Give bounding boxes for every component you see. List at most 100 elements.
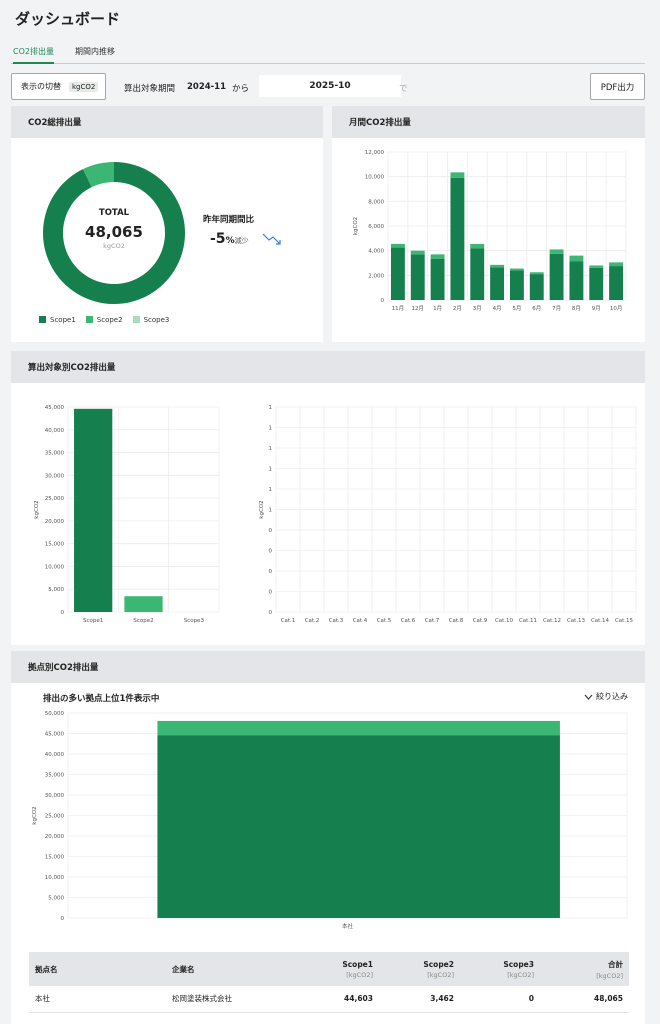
site-subtitle: 排出の多い拠点上位1件表示中	[43, 694, 160, 704]
bar-scope1	[569, 261, 584, 300]
category-bar-chart: 0 0 0 0 0 1 1 1 1 1 1 Cat.1 Cat.2 Cat.3 Cat.4 Cat.5 Cat.…	[259, 405, 637, 624]
cell-company: 松岡塗装株式会社	[166, 986, 296, 1013]
x-tick-label: Scope3	[184, 618, 205, 624]
y-tick-label: 0	[269, 549, 273, 555]
x-tick-label: 5月	[512, 305, 521, 312]
chevron-down-icon	[584, 694, 593, 700]
bar-scope1	[450, 177, 465, 300]
y-tick-label: 1	[269, 405, 273, 411]
y-tick-label: 8,000	[368, 199, 384, 205]
y-tick-label: 20,000	[45, 834, 65, 840]
y-tick-label: 10,000	[365, 175, 385, 181]
bar-scope2	[124, 596, 163, 612]
x-tick-label: 6月	[532, 305, 541, 312]
bar-scope1	[609, 266, 624, 300]
y-tick-label: 15,000	[45, 542, 65, 548]
period-end-field[interactable]: 2025-10	[259, 75, 401, 97]
x-tick-label: 2月	[453, 305, 462, 312]
col-scope1: Scope1 [kgCO2]	[296, 952, 379, 986]
cell-scope3: 0	[460, 986, 540, 1013]
bar-scope2	[157, 720, 560, 736]
x-tick-label: Cat.1	[281, 618, 296, 624]
tab-co2-emissions[interactable]: CO2排出量	[13, 46, 54, 64]
scope-card-title: 算出対象別CO2排出量	[11, 351, 645, 383]
x-tick-label: Scope1	[83, 618, 103, 624]
x-tick-label: 1月	[433, 305, 442, 312]
cell-scope1: 44,603	[296, 986, 379, 1013]
x-tick-label: 7月	[552, 305, 561, 312]
x-tick-label: Cat.15	[615, 618, 634, 624]
y-tick-label: 25,000	[45, 814, 65, 820]
period-label: 算出対象期間	[124, 84, 176, 94]
bar-scope2	[569, 255, 584, 262]
filter-button[interactable]: 絞り込み	[584, 691, 628, 702]
y-tick-label: 1	[269, 487, 273, 493]
x-tick-label: Cat.10	[495, 618, 514, 624]
total-value: 48,065	[85, 223, 143, 241]
y-tick-label: 25,000	[45, 496, 65, 502]
col-total: 合計 [kgCO2]	[540, 952, 629, 986]
yoy-suffix: 減少	[234, 237, 249, 245]
y-tick-label: 0	[61, 610, 65, 616]
y-tick-label: 12,000	[365, 150, 385, 156]
x-tick-label: Scope2	[133, 618, 153, 624]
site-bar-chart: 0 5,000 10,000 15,000 20,000 25,000 30,000 35,0…	[32, 711, 628, 930]
y-tick-label: 0	[269, 610, 273, 616]
total-card-title: CO2総排出量	[11, 106, 323, 138]
bar-scope1	[589, 267, 604, 300]
y-tick-label: 15,000	[45, 855, 65, 861]
yoy-value-row: -5%減少	[210, 228, 249, 247]
display-toggle-button[interactable]: 表示の切替 kgCO2	[11, 73, 106, 100]
total-donut-chart	[43, 162, 186, 304]
y-tick-label: 10,000	[45, 564, 65, 570]
y-tick-label: 10,000	[45, 875, 65, 881]
x-tick-label: Cat.11	[519, 618, 537, 624]
y-tick-label: 30,000	[45, 473, 65, 479]
bar-scope2	[450, 172, 465, 178]
bar-scope2	[430, 254, 445, 259]
x-tick-label: Cat.6	[401, 618, 416, 624]
site-card-title: 拠点別CO2排出量	[11, 651, 645, 683]
y-tick-label: 0	[269, 569, 273, 575]
y-axis-label: kgCO2	[353, 217, 359, 235]
monthly-emissions-card: 月間CO2排出量 0 2,000 4,000 6,000 8,000 10,000 12,0…	[332, 106, 645, 342]
x-tick-label: Cat.9	[473, 618, 488, 624]
y-tick-label: 0	[269, 528, 273, 534]
bar-scope1	[529, 274, 544, 300]
pdf-export-button[interactable]: PDF出力	[590, 73, 645, 100]
bar-scope1	[490, 267, 505, 300]
y-tick-label: 20,000	[45, 519, 65, 525]
table-row[interactable]: 本社 松岡塗装株式会社 44,603 3,462 0 48,065	[29, 986, 629, 1013]
bar-scope2	[509, 268, 524, 271]
x-tick-label: 12月	[412, 305, 425, 312]
bar-scope1	[157, 735, 560, 918]
bar-scope2	[589, 265, 604, 268]
site-table: 拠点名 企業名 Scope1 [kgCO2] Scope2 [kgCO2] Scop…	[29, 952, 629, 1013]
y-axis-label: kgCO2	[259, 500, 265, 518]
col-scope2: Scope2 [kgCO2]	[379, 952, 460, 986]
legend-scope2: Scope2	[85, 316, 123, 324]
tab-period-trend[interactable]: 期間内推移	[75, 47, 115, 56]
col-scope3: Scope3 [kgCO2]	[460, 952, 540, 986]
bar-scope1	[549, 253, 564, 300]
period-start[interactable]: 2024-11	[187, 82, 227, 92]
x-tick-label: 8月	[572, 305, 581, 312]
donut-legend: Scope1 Scope2 Scope3	[39, 316, 169, 324]
bar-scope1	[430, 258, 445, 300]
y-tick-label: 30,000	[45, 793, 65, 799]
y-tick-label: 0	[61, 916, 65, 922]
x-tick-label: Cat.5	[377, 618, 392, 624]
y-tick-label: 1	[269, 426, 273, 432]
display-toggle-label: 表示の切替	[21, 82, 61, 91]
bar-scope1	[470, 248, 485, 300]
y-tick-label: 35,000	[45, 451, 65, 457]
bar-scope2	[549, 249, 564, 254]
monthly-bar-chart: 0 2,000 4,000 6,000 8,000 10,000 12,000 11月 12月 1…	[353, 150, 627, 312]
col-site: 拠点名	[29, 952, 166, 986]
y-tick-label: 0	[269, 590, 273, 596]
yoy-label: 昨年同期間比	[203, 215, 255, 225]
monthly-card-title: 月間CO2排出量	[332, 106, 645, 138]
bar-scope1	[509, 270, 524, 300]
y-axis-label: kgCO2	[32, 806, 38, 824]
x-tick-label: Cat.7	[425, 618, 440, 624]
